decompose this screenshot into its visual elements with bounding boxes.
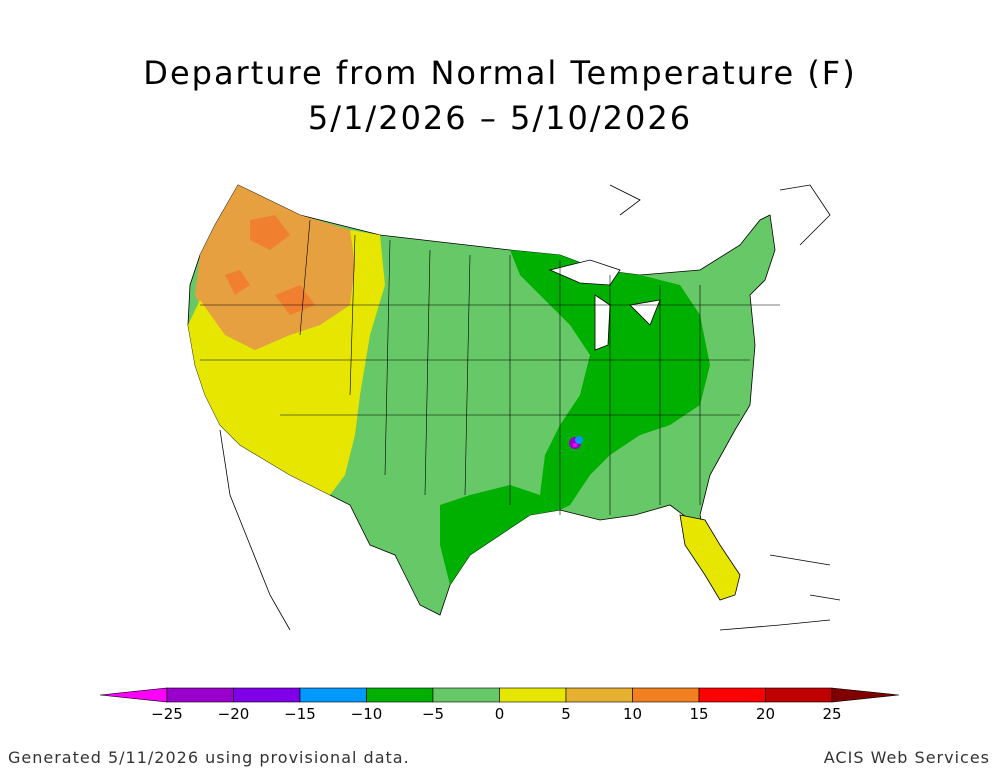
cold-spot-blue [575, 436, 583, 444]
legend-tick-label: 5 [561, 705, 571, 723]
map-svg [187, 184, 841, 631]
legend-tick-label: 0 [495, 705, 505, 723]
cold-spot-magenta [573, 443, 577, 447]
color-legend: −25 −20 −15 −10 −5 0 5 10 15 20 25 [95, 680, 905, 725]
legend-bin-4 [366, 687, 434, 703]
legend-bin-1 [166, 687, 234, 703]
legend-tick-label: 20 [756, 705, 775, 723]
legend-bin-11 [831, 687, 900, 703]
legend-tick-label: 10 [623, 705, 642, 723]
legend-bin-2 [233, 687, 301, 703]
legend-bin-6 [499, 687, 567, 703]
chart-title: Departure from Normal Temperature (F) [143, 54, 857, 92]
canada-coast-outline [609, 184, 831, 246]
us-temperature-map [180, 175, 960, 645]
legend-bin-8 [632, 687, 700, 703]
state-boundaries [200, 219, 780, 515]
region-west-yellow [188, 230, 385, 495]
source-credit: ACIS Web Services [823, 748, 990, 767]
legend-tick-label: 25 [822, 705, 841, 723]
legend-bin-10 [765, 687, 833, 703]
region-florida-yellow [679, 514, 741, 601]
region-south-dark-green [440, 485, 560, 585]
region-northwest-hot-spots [225, 215, 315, 315]
chart-subtitle-dates: 5/1/2026 – 5/10/2026 [307, 99, 693, 137]
legend-tick-label: −25 [151, 705, 183, 723]
legend-bin-9 [698, 687, 766, 703]
legend-tick-label: −5 [422, 705, 444, 723]
legend-tick-label: −15 [284, 705, 316, 723]
legend-bin-7 [565, 687, 633, 703]
legend-bin-0 [99, 687, 168, 703]
legend-bin-3 [299, 687, 367, 703]
region-northwest-warm [195, 185, 355, 350]
legend-tick-label: −10 [351, 705, 383, 723]
legend-svg: −25 −20 −15 −10 −5 0 5 10 15 20 25 [99, 687, 900, 723]
generated-note: Generated 5/11/2026 using provisional da… [8, 748, 410, 767]
legend-tick-label: −20 [218, 705, 250, 723]
mexico-outline [219, 429, 291, 631]
legend-bin-5 [432, 687, 500, 703]
legend-tick-label: 15 [689, 705, 708, 723]
caribbean-outline [719, 554, 841, 631]
